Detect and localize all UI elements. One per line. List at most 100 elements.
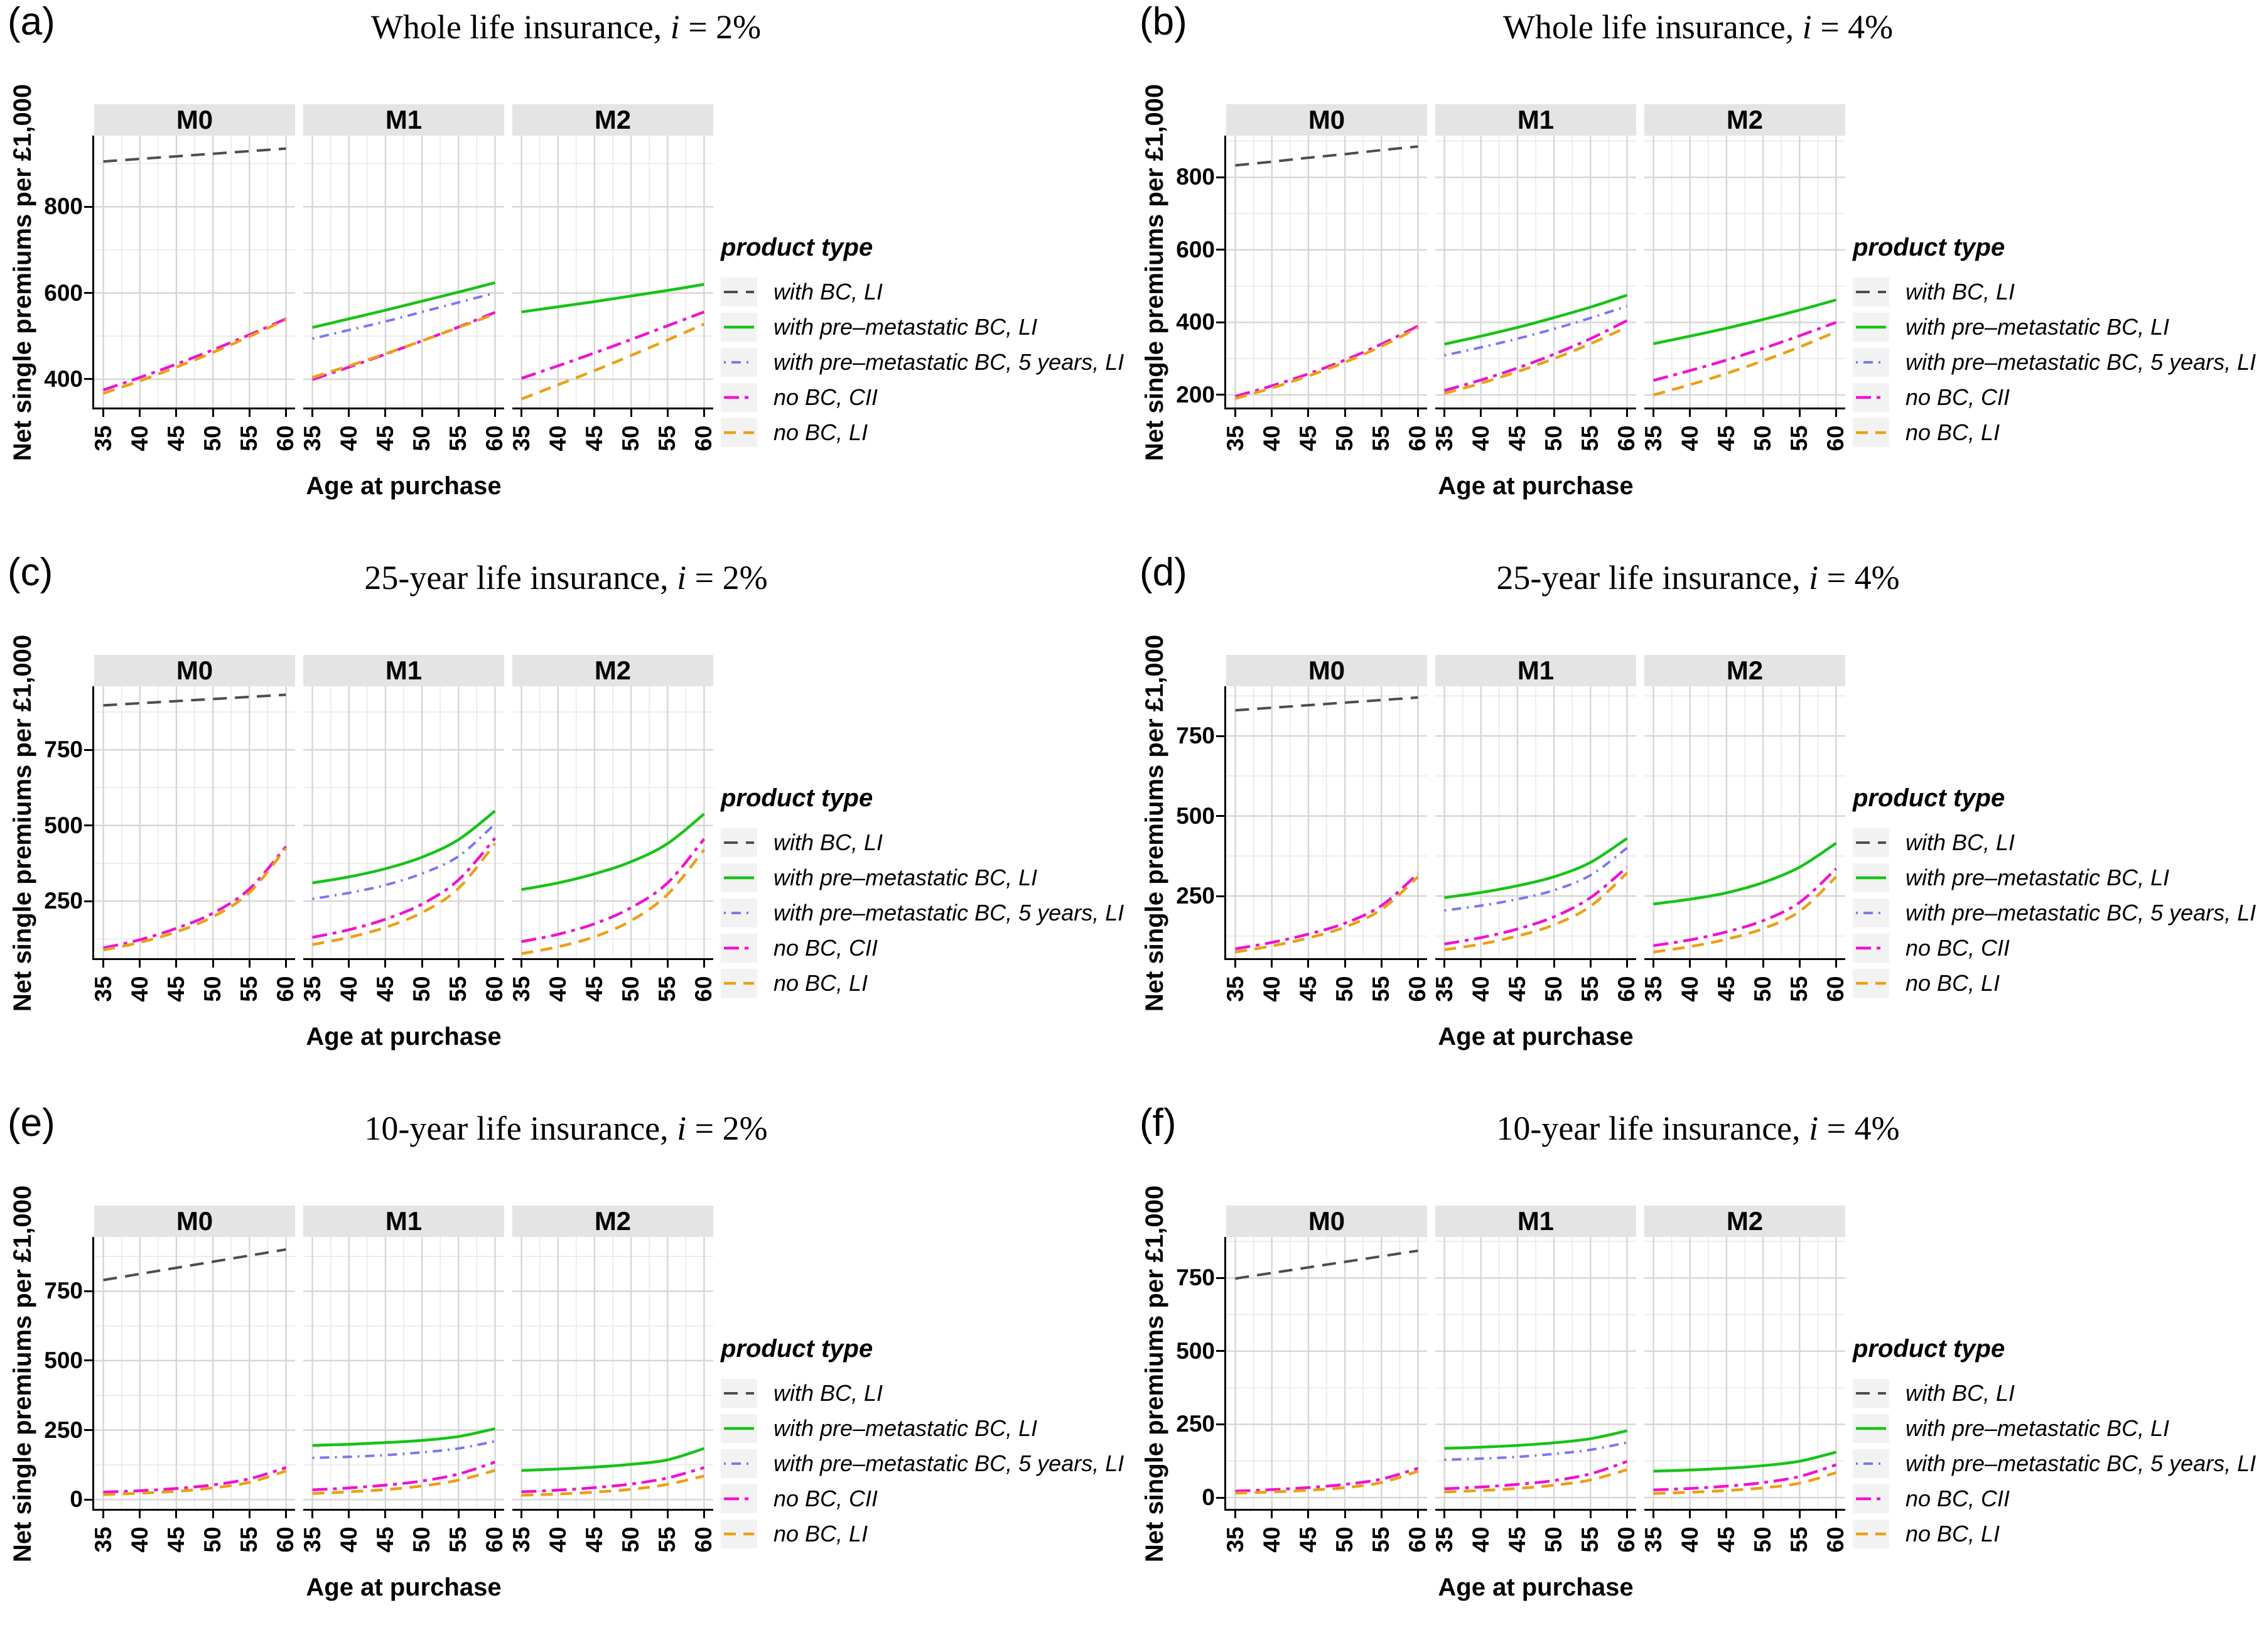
x-tick-mark [666,409,669,417]
facet-strip-M2: M2 [1644,1206,1845,1237]
panel-letter: (d) [1140,551,1187,594]
x-tick-label: 50 [1332,1526,1358,1553]
legend-label-no_bc_cii: no BC, CII [774,935,878,961]
legend-label-pre_bc_li: with pre–metastatic BC, LI [774,314,1038,340]
legend-item-pre_bc_5y_li: with pre–metastatic BC, 5 years, LI [721,1449,1124,1478]
x-tick-mark [139,409,141,417]
x-tick-label: 60 [1404,976,1431,1002]
series-line-pre_bc_li [312,809,496,885]
x-tick-mark [248,1511,251,1518]
x-axis-label: Age at purchase [1438,472,1634,500]
facet-plot-M2 [512,686,713,960]
y-tick-mark [84,378,93,381]
x-tick-mark [1480,1511,1482,1518]
y-tick-mark [84,1290,93,1292]
series-line-no_bc_cii [1444,1460,1628,1491]
legend-label-with_bc_li: with BC, LI [1906,279,2015,305]
x-tick-label: 50 [1750,425,1776,451]
legend-item-with_bc_li: with BC, LI [721,828,883,857]
legend-item-pre_bc_5y_li: with pre–metastatic BC, 5 years, LI [721,899,1124,927]
x-tick-mark [630,960,632,968]
legend-key-with_bc_li [1853,1379,1889,1408]
series-line-no_bc_cii [1653,868,1837,947]
x-tick-mark [1380,1511,1383,1518]
legend-key-with_bc_li [1853,828,1889,857]
x-tick-label: 60 [1404,425,1431,451]
facet-strip-M2: M2 [512,104,713,136]
facet-plot-M0 [1226,686,1427,960]
x-tick-label: 55 [1786,976,1813,1002]
y-tick-label: 500 [44,1347,83,1373]
x-tick-label: 35 [508,425,534,451]
panel-d: (d) 25-year life insurance, i = 4% Net sin… [1132,551,2264,1101]
x-tick-mark [493,960,496,968]
facet-plot-M1 [303,136,504,409]
x-tick-label: 60 [691,425,717,451]
x-tick-mark [493,1511,496,1518]
x-tick-label: 35 [299,1526,325,1553]
x-tick-label: 50 [618,976,644,1002]
panel-letter: (e) [8,1101,55,1145]
x-tick-label: 35 [1431,425,1457,451]
x-tick-label: 55 [1786,425,1813,451]
legend-item-pre_bc_li: with pre–metastatic BC, LI [721,863,1037,892]
series-line-no_bc_cii [521,1466,705,1494]
legend-label-no_bc_li: no BC, LI [1906,970,2000,996]
facet-strip-M0: M0 [1226,655,1427,686]
x-tick-mark [1689,1511,1691,1518]
y-tick-label: 750 [1176,723,1215,749]
x-tick-label: 50 [1750,1526,1776,1553]
x-tick-label: 35 [1640,425,1666,451]
facet-plot-M1 [1435,136,1636,409]
series-line-pre_bc_5y_li [312,1440,495,1459]
x-tick-mark [311,409,314,417]
x-tick-mark [520,1511,523,1518]
y-tick-label: 250 [1176,1411,1215,1437]
panel-title: Whole life insurance, i = 2% [370,8,762,46]
legend-key-pre_bc_li [1853,863,1889,892]
series-line-with_bc_li [1235,696,1418,712]
legend-label-pre_bc_li: with pre–metastatic BC, LI [774,865,1038,890]
y-tick-mark [84,1498,93,1501]
x-tick-label: 60 [272,976,299,1002]
x-tick-mark [1307,1511,1310,1518]
x-tick-label: 40 [1258,425,1285,451]
x-axis-label: Age at purchase [1438,1574,1634,1601]
x-tick-label: 40 [544,976,571,1002]
x-tick-label: 40 [335,425,362,451]
y-tick-mark [1216,321,1225,323]
legend-item-no_bc_cii: no BC, CII [721,934,878,963]
x-tick-mark [139,960,141,968]
legend-key-no_bc_cii [721,383,757,412]
x-tick-label: 55 [1368,976,1394,1002]
x-tick-mark [384,1511,387,1518]
y-axis-line [1224,136,1226,409]
facet-strip-M1: M1 [1435,1206,1636,1237]
x-tick-mark [630,409,632,417]
x-tick-mark [593,1511,596,1518]
legend-item-with_bc_li: with BC, LI [1853,1379,2015,1408]
x-tick-mark [703,409,705,417]
legend-label-pre_bc_li: with pre–metastatic BC, LI [1906,865,2170,890]
legend-item-no_bc_li: no BC, LI [721,418,868,447]
legend-label-pre_bc_li: with pre–metastatic BC, LI [1906,1415,2170,1441]
x-tick-mark [1725,409,1728,417]
x-tick-mark [1516,960,1519,968]
y-tick-label: 0 [70,1486,83,1513]
series-line-pre_bc_5y_li [312,291,495,340]
facet-plot-M0 [94,1237,295,1511]
x-tick-mark [457,409,460,417]
x-tick-label: 50 [200,425,226,451]
series-line-no_bc_li [103,847,288,952]
x-tick-mark [1589,1511,1592,1518]
series-line-no_bc_cii [1235,872,1419,951]
x-tick-label: 35 [1640,1526,1666,1553]
x-tick-label: 45 [1504,425,1530,451]
x-tick-mark [1443,1511,1446,1518]
legend-item-no_bc_li: no BC, LI [1853,418,2000,447]
y-tick-mark [1216,815,1225,818]
x-tick-label: 45 [372,976,398,1002]
x-tick-label: 50 [409,1526,435,1553]
y-tick-label: 750 [1176,1265,1215,1291]
legend-item-no_bc_cii: no BC, CII [1853,1484,2010,1513]
